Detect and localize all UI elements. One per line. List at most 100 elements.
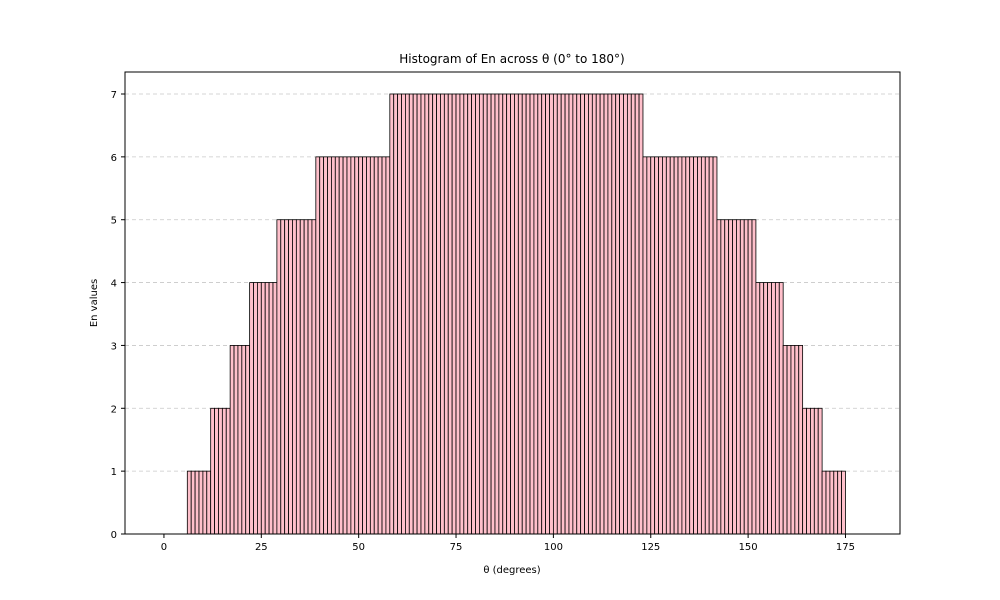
histogram-bar [837,470,842,535]
histogram-bar [693,156,698,535]
histogram-bar [397,93,402,535]
x-tick-label: 25 [255,542,268,553]
histogram-bar [510,93,515,535]
histogram-bar [241,345,247,535]
y-tick-label: 5 [111,216,117,227]
histogram-bar [619,93,624,535]
histogram-bar [366,156,371,535]
histogram-bar [615,93,620,535]
histogram-bar [475,93,480,535]
histogram-bar [206,470,212,535]
histogram-bar [210,407,215,535]
histogram-bar [630,93,636,535]
y-axis-label: En values [89,279,100,327]
histogram-bar [194,470,200,535]
histogram-bar [541,93,547,535]
histogram-bar [658,156,663,535]
histogram-bar [591,93,597,535]
histogram-bar [245,345,251,535]
histogram-bar [186,470,192,535]
histogram-bar [704,156,710,535]
histogram-bar [560,93,566,535]
histogram-bar [218,407,223,535]
histogram-bar [623,93,628,535]
histogram-bar [284,219,289,535]
histogram-bar [642,156,648,535]
histogram-bar [190,470,196,535]
histogram-bar [268,282,274,535]
y-tick-label: 2 [111,404,117,415]
histogram-bar [599,93,605,535]
histogram-bar [362,156,367,535]
histogram-bar [685,156,691,535]
histogram-bar [373,156,379,535]
histogram-bar [732,219,737,535]
histogram-bar [420,93,426,535]
histogram-bar [552,93,558,535]
histogram-bar [471,93,476,535]
histogram-bar [225,407,231,535]
x-axis-ticks: 0 25 50 75 100 125 150 175 [161,534,855,553]
histogram-bar [440,93,445,535]
histogram-bar [529,93,535,535]
y-tick-label: 6 [111,153,117,164]
histogram-bar [521,93,527,535]
histogram-bar [490,93,496,535]
histogram-bar [327,156,332,535]
histogram-bar [350,156,356,535]
histogram-bar [229,345,235,535]
histogram-bar [416,93,422,535]
histogram-bar [817,407,823,535]
histogram-bar [833,470,839,535]
histogram-bar [428,93,434,535]
x-tick-label: 50 [352,542,365,553]
histogram-bar [385,156,391,535]
histogram-bar [502,93,508,535]
histogram-bar [755,282,761,535]
histogram-bar [346,156,352,535]
x-tick-label: 175 [836,542,855,553]
y-axis-ticks: 0 1 2 3 4 5 6 7 [111,90,125,541]
histogram-bar [486,93,492,535]
histogram-bar [292,219,297,535]
histogram-bar [498,93,504,535]
histogram-bar [564,93,570,535]
x-tick-label: 75 [450,542,463,553]
histogram-bar [405,93,410,535]
y-tick-label: 7 [111,90,117,101]
histogram-bar [463,93,469,535]
histogram-bar [525,93,531,535]
histogram-bar [381,156,387,535]
histogram-bar [626,93,632,535]
histogram-bar [478,93,484,535]
x-axis-label: θ (degrees) [483,565,540,576]
histogram-bar [303,219,309,535]
histogram-bar [654,156,659,535]
histogram-bar [724,219,730,535]
histogram-bar [739,219,745,535]
histogram-bar [537,93,543,535]
histogram-bar [389,93,395,535]
histogram-bar [354,156,360,535]
histogram-bar [358,156,363,535]
histogram-bar [338,156,344,535]
histogram-bar [249,282,254,535]
x-tick-label: 0 [161,542,167,553]
histogram-bar [802,407,807,535]
histogram-bar [607,93,613,535]
histogram-bar [700,156,706,535]
histogram-bar [331,156,336,535]
histogram-bar [728,219,733,535]
histogram-bar [576,93,582,535]
y-tick-label: 3 [111,341,117,352]
histogram-bar [611,93,617,535]
y-tick-label: 0 [111,530,117,541]
histogram-bar [549,93,554,535]
x-tick-label: 150 [739,542,758,553]
histogram-bar [712,156,718,535]
histogram-bar [447,93,453,535]
histogram-bar [736,219,741,535]
histogram-bar [202,470,208,535]
x-tick-label: 125 [641,542,660,553]
